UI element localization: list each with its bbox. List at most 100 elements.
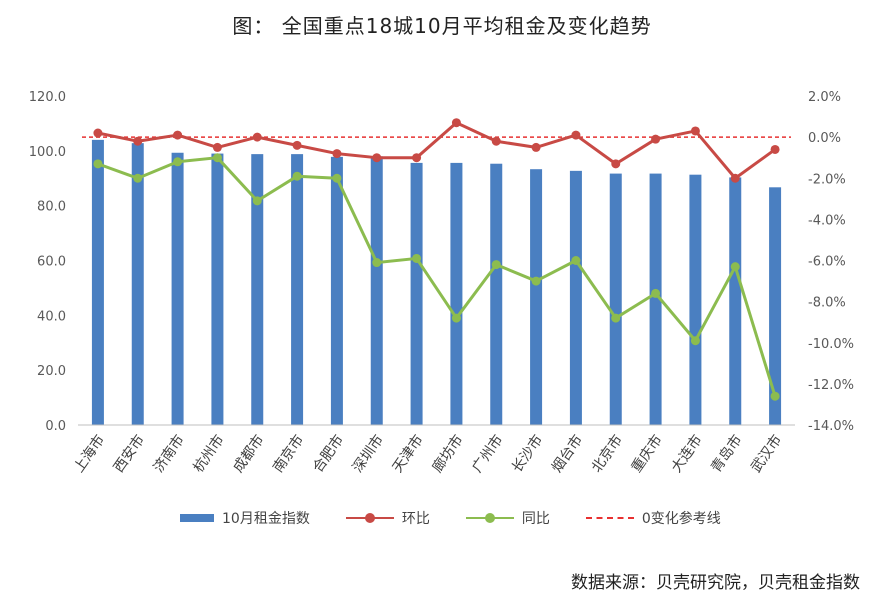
y-left-tick-label: 0.0 [45, 419, 66, 434]
x-tick-label: 广州市 [469, 432, 507, 476]
mom-point [531, 142, 541, 152]
legend-item-ref[interactable]: 0变化参考线 [585, 508, 721, 528]
x-tick-label: 南京市 [269, 432, 307, 476]
x-tick-label: 深圳市 [349, 432, 387, 476]
bar [410, 162, 423, 425]
mom-point [690, 126, 700, 136]
mom-line [97, 121, 776, 180]
legend-item-bar[interactable]: 10月租金指数 [180, 508, 310, 528]
bar [330, 156, 343, 426]
y-left-tick-label: 20.0 [37, 364, 66, 379]
x-tick-label: 长沙市 [508, 432, 546, 476]
bar [769, 187, 782, 425]
bar [171, 152, 184, 425]
mom-point [332, 149, 342, 159]
x-tick-label: 大连市 [668, 432, 706, 476]
legend-label-bar: 10月租金指数 [222, 511, 310, 527]
yoy-point [212, 153, 222, 163]
legend-swatch-bar [180, 514, 214, 522]
legend-label-mom: 环比 [401, 511, 430, 527]
y-left-tick-label: 60.0 [37, 255, 66, 270]
yoy-point [531, 276, 541, 286]
yoy-point [770, 391, 780, 401]
bar [211, 153, 224, 425]
yoy-point [412, 253, 422, 263]
mom-point [451, 118, 461, 128]
mom-point [173, 130, 183, 140]
bar [370, 156, 383, 426]
yoy-point [730, 262, 740, 272]
x-tick-label: 廊坊市 [429, 432, 467, 476]
yoy-point [133, 173, 143, 183]
yoy-point [690, 336, 700, 346]
y-right-tick-label: -2.0% [808, 172, 846, 187]
bar [649, 173, 662, 425]
x-tick-label: 天津市 [389, 432, 427, 476]
y-right-tick-label: -8.0% [808, 296, 846, 311]
chart-title: 图： 全国重点18城10月平均租金及变化趋势 [232, 14, 652, 38]
x-tick-label: 重庆市 [628, 432, 666, 476]
bar [251, 154, 264, 425]
mom-point [133, 136, 143, 146]
yoy-point [93, 159, 103, 169]
mom-point [93, 128, 103, 138]
x-tick-label: 西安市 [110, 432, 148, 476]
x-tick-label: 成都市 [230, 432, 268, 476]
mom-point [292, 140, 302, 150]
bar [490, 163, 503, 425]
mom-point [252, 132, 262, 142]
mom-point [651, 134, 661, 144]
yoy-point [252, 196, 262, 206]
bar [450, 162, 463, 425]
x-tick-label: 上海市 [70, 432, 108, 476]
y-left-tick-label: 100.0 [29, 145, 66, 160]
bar [609, 173, 622, 425]
y-right-tick-label: -14.0% [808, 419, 854, 434]
x-tick-label: 烟台市 [548, 432, 586, 476]
yoy-point [491, 260, 501, 270]
x-tick-label: 合肥市 [309, 432, 347, 476]
y-right-tick-label: 0.0% [808, 131, 841, 146]
bar [91, 139, 104, 425]
legend-label-yoy: 同比 [521, 511, 550, 527]
legend-item-yoy[interactable]: 同比 [465, 508, 550, 528]
y-left-tick-label: 120.0 [29, 90, 66, 105]
y-right-tick-label: -6.0% [808, 255, 846, 270]
x-tick-label: 武汉市 [747, 432, 785, 476]
yoy-point [651, 288, 661, 298]
yoy-line [97, 156, 777, 397]
mom-point [491, 136, 501, 146]
mom-point [611, 159, 621, 169]
mom-point [730, 173, 740, 183]
mom-point [770, 144, 780, 154]
bar [131, 143, 144, 425]
mom-point [571, 130, 581, 140]
legend-swatch-yoy [465, 513, 514, 523]
legend: 10月租金指数 环比 同比 0变化参考线 [180, 508, 757, 528]
legend-item-mom[interactable]: 环比 [345, 508, 430, 528]
bar [530, 169, 543, 425]
legend-swatch-ref [585, 517, 634, 519]
y-left-tick-label: 40.0 [37, 309, 66, 324]
yoy-point [611, 313, 621, 323]
y-left-tick-label: 80.0 [37, 200, 66, 215]
yoy-point [372, 258, 382, 268]
mom-point [372, 153, 382, 163]
x-tick-label: 北京市 [588, 432, 626, 476]
bar [291, 154, 304, 425]
mom-point [412, 153, 422, 163]
y-right-tick-label: -12.0% [808, 378, 854, 393]
yoy-point [332, 173, 342, 183]
source-note: 数据来源：贝壳研究院，贝壳租金指数 [571, 573, 860, 593]
mom-point [212, 142, 222, 152]
y-right-tick-label: -10.0% [808, 337, 854, 352]
x-tick-label: 青岛市 [708, 432, 746, 476]
y-right-tick-label: 2.0% [808, 90, 841, 105]
bar [689, 174, 702, 425]
y-right-tick-label: -4.0% [808, 213, 846, 228]
legend-swatch-mom [345, 513, 394, 523]
bar [569, 170, 582, 425]
yoy-point [571, 256, 581, 265]
yoy-point [173, 157, 183, 167]
